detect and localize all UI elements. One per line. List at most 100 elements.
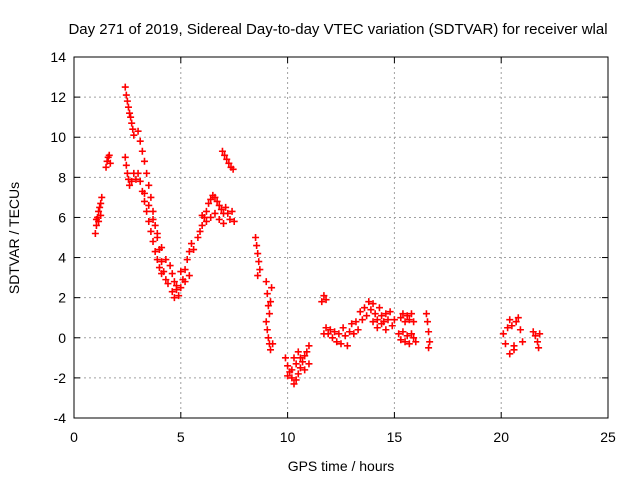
- data-point: [177, 268, 185, 276]
- data-point: [170, 294, 178, 302]
- data-point: [403, 332, 411, 340]
- data-point: [360, 304, 368, 312]
- data-point: [335, 330, 343, 338]
- y-tick-label: 6: [58, 209, 66, 225]
- data-point: [373, 316, 381, 324]
- data-point: [382, 310, 390, 318]
- data-point: [168, 288, 176, 296]
- data-point: [166, 262, 174, 270]
- data-point: [97, 199, 105, 207]
- data-point: [534, 338, 542, 346]
- data-point: [215, 201, 223, 209]
- data-point: [265, 310, 273, 318]
- data-point: [305, 360, 313, 368]
- data-point: [121, 153, 129, 161]
- data-point: [126, 109, 134, 117]
- data-point: [194, 234, 202, 241]
- data-point: [173, 282, 181, 290]
- data-point: [290, 380, 298, 388]
- data-point: [153, 256, 161, 264]
- data-point: [529, 328, 537, 336]
- data-point: [213, 197, 221, 205]
- data-point: [132, 175, 140, 183]
- data-point: [305, 342, 313, 350]
- data-point: [222, 203, 230, 211]
- data-point: [288, 374, 296, 382]
- x-tick-label: 15: [387, 429, 403, 445]
- data-point: [181, 266, 189, 274]
- data-point: [263, 290, 271, 298]
- data-point: [405, 340, 413, 348]
- data-point: [354, 326, 362, 334]
- data-point: [168, 270, 176, 278]
- data-point: [95, 217, 103, 225]
- data-point: [410, 318, 418, 326]
- data-point: [350, 330, 358, 338]
- data-point: [331, 328, 339, 336]
- data-point: [405, 316, 413, 324]
- data-point: [535, 344, 543, 352]
- data-point: [196, 227, 204, 235]
- data-point: [322, 324, 330, 332]
- data-point: [292, 376, 300, 384]
- x-tick-label: 10: [280, 429, 296, 445]
- data-point: [422, 310, 430, 318]
- data-point: [284, 372, 292, 380]
- data-point: [363, 312, 371, 320]
- data-point: [424, 318, 432, 326]
- data-point: [102, 163, 110, 171]
- grid-lines: [74, 57, 608, 418]
- y-tick-label: 10: [50, 129, 66, 145]
- data-point: [531, 332, 539, 340]
- data-point: [384, 316, 392, 324]
- data-point: [290, 354, 298, 362]
- y-axis: -4 -2 0 2 4 6 8 10 12 14: [50, 49, 608, 426]
- data-point: [140, 157, 148, 165]
- data-point: [343, 342, 351, 350]
- data-point: [386, 308, 394, 316]
- data-point: [341, 332, 349, 340]
- data-point: [255, 258, 263, 266]
- data-point: [358, 316, 366, 324]
- data-point: [510, 346, 518, 354]
- data-point: [153, 229, 161, 237]
- data-point: [407, 330, 415, 338]
- data-point: [536, 330, 544, 338]
- data-point: [96, 203, 104, 211]
- data-point: [155, 264, 163, 272]
- data-point: [401, 318, 409, 326]
- data-point: [264, 334, 272, 342]
- data-point: [371, 310, 379, 318]
- data-point: [97, 211, 105, 219]
- data-point: [211, 193, 219, 201]
- data-point: [401, 338, 409, 346]
- data-point: [151, 221, 159, 229]
- data-point: [390, 316, 398, 324]
- data-point: [220, 219, 228, 227]
- data-point: [403, 312, 411, 320]
- data-point: [136, 137, 144, 145]
- data-point: [301, 352, 309, 360]
- data-point: [151, 248, 159, 256]
- data-point: [128, 177, 136, 185]
- data-point: [202, 207, 210, 215]
- data-point: [134, 169, 142, 177]
- y-tick-label: 12: [50, 89, 66, 105]
- data-point: [129, 125, 137, 133]
- x-tick-label: 5: [177, 429, 185, 445]
- data-point: [223, 155, 231, 163]
- data-point: [504, 324, 512, 332]
- data-point: [218, 147, 226, 155]
- data-point: [145, 181, 153, 189]
- chart-title: Day 271 of 2019, Sidereal Day-to-day VTE…: [68, 21, 607, 38]
- data-point: [158, 270, 166, 278]
- y-tick-label: 2: [58, 290, 66, 306]
- data-point: [198, 221, 206, 229]
- data-point: [121, 83, 129, 91]
- data-point: [267, 346, 275, 354]
- data-point: [382, 326, 390, 334]
- data-point: [263, 326, 271, 334]
- data-point: [294, 348, 302, 356]
- data-point: [207, 195, 215, 203]
- data-point: [126, 181, 134, 189]
